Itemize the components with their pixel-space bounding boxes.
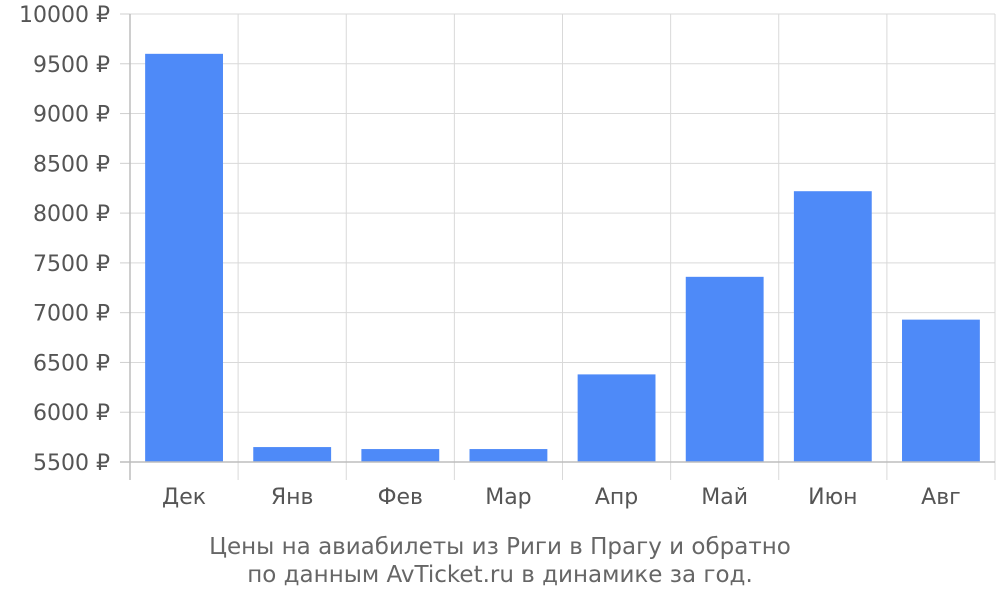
- y-tick-label: 8500 ₽: [33, 152, 110, 177]
- bar-5: [577, 374, 656, 462]
- y-tick-label: 8000 ₽: [33, 202, 110, 227]
- y-tick-label: 7000 ₽: [33, 302, 110, 327]
- bar-6: [685, 276, 764, 462]
- bar-1: [145, 53, 223, 462]
- axes: [120, 13, 995, 480]
- x-tick-label: Фев: [378, 485, 423, 510]
- x-tick-label: Янв: [271, 485, 314, 510]
- caption-line-2: по данным AvTicket.ru в динамике за год.: [247, 562, 753, 588]
- y-tick-label: 6500 ₽: [33, 351, 110, 376]
- y-tick-label: 10000 ₽: [19, 3, 110, 28]
- x-tick-label: Апр: [595, 485, 638, 510]
- y-tick-label: 9500 ₽: [33, 53, 110, 78]
- bar-2: [253, 447, 332, 462]
- x-tick-label: Май: [701, 485, 748, 510]
- bar-4: [469, 449, 548, 462]
- bar-8: [902, 319, 980, 462]
- y-tick-label: 9000 ₽: [33, 103, 110, 128]
- x-tick-label: Июн: [808, 485, 857, 510]
- x-tick-label: Мар: [485, 485, 531, 510]
- caption-line-1: Цены на авиабилеты из Риги в Прагу и обр…: [209, 534, 791, 560]
- y-tick-label: 6000 ₽: [33, 401, 110, 426]
- x-tick-label: Авг: [921, 485, 961, 510]
- x-tick-label: Дек: [162, 485, 206, 510]
- bar-3: [361, 449, 440, 462]
- x-tick-labels: Дек Янв Фев Мар Апр Май Июн Авг: [162, 485, 961, 510]
- y-tick-label: 7500 ₽: [33, 252, 110, 277]
- y-tick-labels: 5500 ₽ 6000 ₽ 6500 ₽ 7000 ₽ 7500 ₽ 8000 ₽ 8500…: [19, 3, 110, 476]
- bars: [145, 53, 980, 462]
- y-tick-label: 5500 ₽: [33, 451, 110, 476]
- bar-7: [793, 191, 872, 462]
